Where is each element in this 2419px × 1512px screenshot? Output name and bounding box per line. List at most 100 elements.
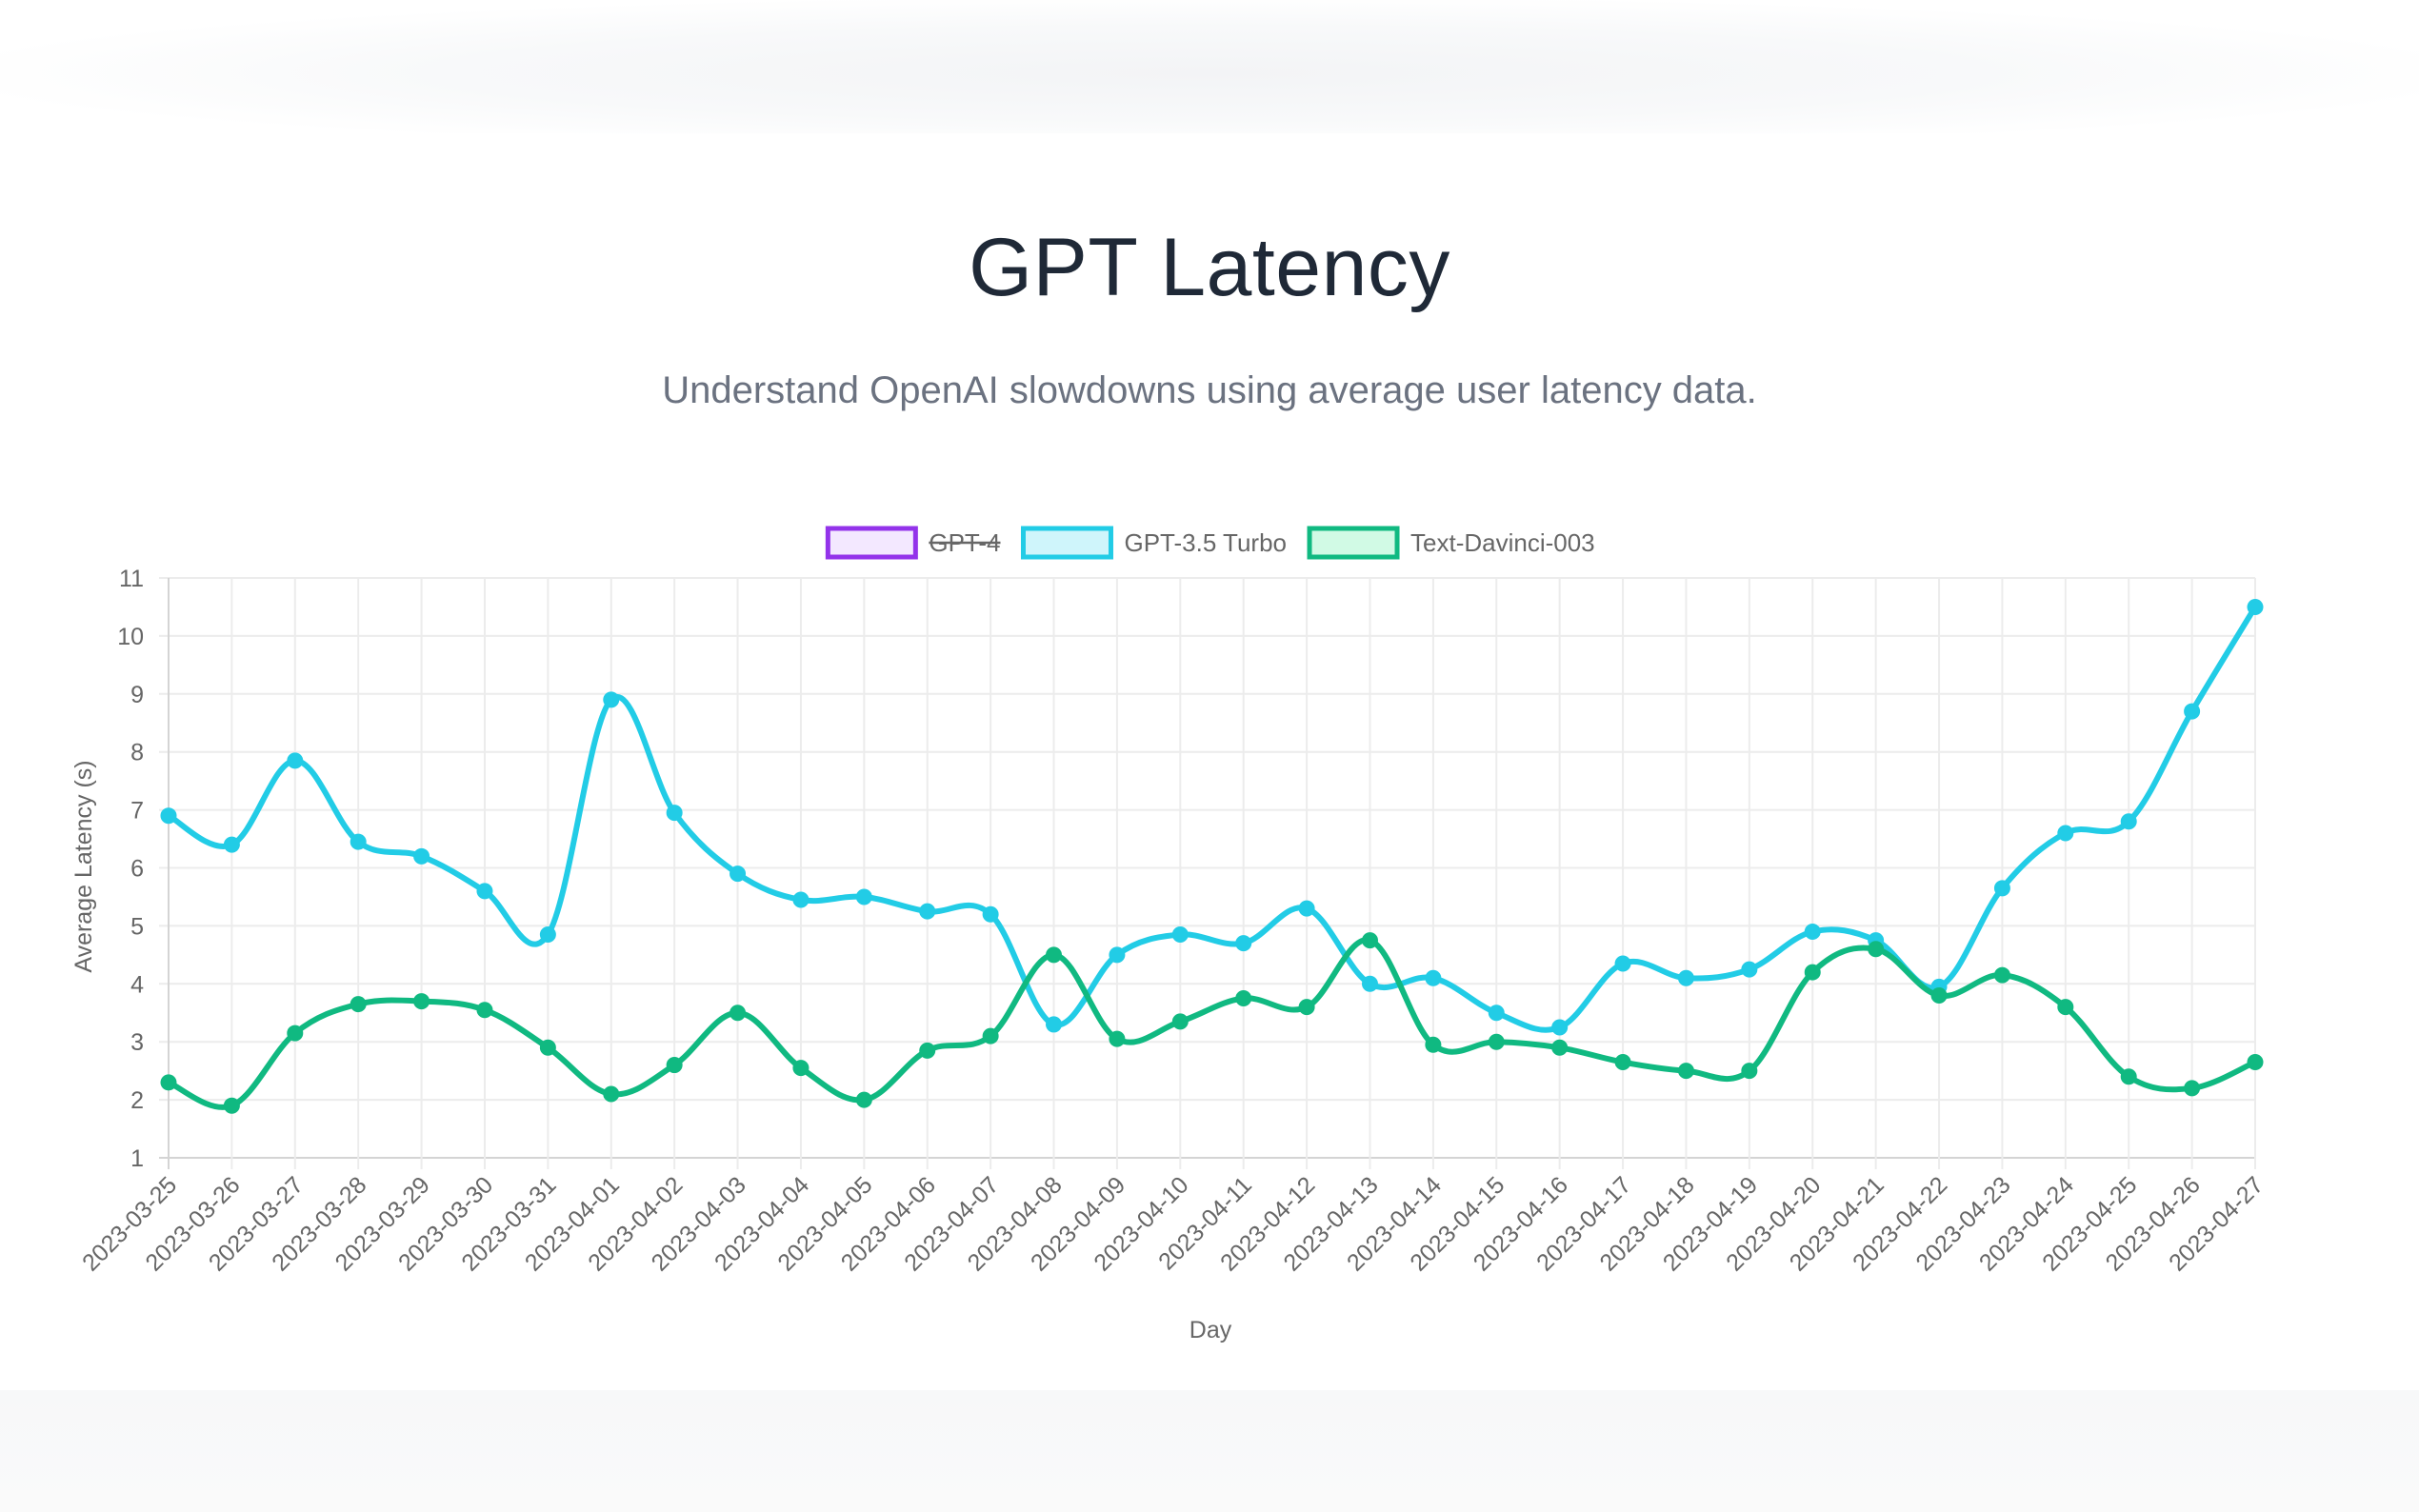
data-point[interactable] <box>1361 932 1378 949</box>
data-point[interactable] <box>160 1074 177 1091</box>
data-point[interactable] <box>1171 1013 1189 1030</box>
data-point[interactable] <box>160 807 177 825</box>
series-line <box>166 937 2258 1110</box>
legend-label: Text-Davinci-003 <box>1410 528 1595 557</box>
y-tick-label: 6 <box>130 856 144 883</box>
x-axis-label: Day <box>1190 1317 1232 1343</box>
y-tick-label: 11 <box>119 566 144 592</box>
data-point[interactable] <box>2120 813 2137 830</box>
data-point[interactable] <box>1677 969 1694 986</box>
data-point[interactable] <box>2247 1054 2264 1071</box>
data-point[interactable] <box>1298 999 1315 1016</box>
data-point[interactable] <box>1488 1033 1505 1050</box>
legend-item-text-davinci-003[interactable]: Text-Davinci-003 <box>1307 526 1595 560</box>
y-tick-label: 8 <box>130 740 144 766</box>
series-gpt-3-5-turbo <box>160 598 2264 1036</box>
data-point[interactable] <box>1488 1005 1505 1022</box>
data-point[interactable] <box>792 1060 810 1077</box>
data-point[interactable] <box>2184 703 2201 720</box>
y-tick-label: 7 <box>130 798 144 825</box>
y-tick-label: 9 <box>130 682 144 708</box>
data-point[interactable] <box>1804 964 1821 981</box>
data-point[interactable] <box>666 805 683 822</box>
grid <box>159 577 2256 1169</box>
y-tick-label: 3 <box>130 1029 144 1056</box>
data-point[interactable] <box>1298 900 1315 917</box>
y-tick-label: 5 <box>130 913 144 940</box>
data-point[interactable] <box>413 993 430 1010</box>
data-point[interactable] <box>476 883 493 900</box>
series-text-davinci-003 <box>160 932 2264 1114</box>
data-point[interactable] <box>287 752 304 769</box>
data-point[interactable] <box>1235 935 1252 952</box>
data-point[interactable] <box>223 836 240 853</box>
data-point[interactable] <box>1046 1016 1063 1033</box>
bottom-shadow <box>0 1390 2419 1512</box>
data-point[interactable] <box>1677 1063 1694 1080</box>
data-point[interactable] <box>1425 1036 1442 1053</box>
data-point[interactable] <box>919 903 936 920</box>
data-point[interactable] <box>1171 926 1189 944</box>
data-point[interactable] <box>855 1091 872 1108</box>
data-point[interactable] <box>413 847 430 865</box>
data-point[interactable] <box>603 1085 620 1103</box>
data-point[interactable] <box>730 865 747 883</box>
legend-swatch <box>825 526 918 560</box>
data-point[interactable] <box>539 926 556 944</box>
y-tick-label: 10 <box>117 624 144 650</box>
data-point[interactable] <box>2057 825 2074 842</box>
legend-item-gpt-4[interactable]: GPT-4 <box>825 526 1001 560</box>
series <box>160 598 2264 1114</box>
data-point[interactable] <box>1993 966 2010 984</box>
data-point[interactable] <box>1551 1019 1569 1036</box>
data-point[interactable] <box>603 691 620 708</box>
data-point[interactable] <box>350 833 367 850</box>
data-point[interactable] <box>223 1097 240 1114</box>
data-point[interactable] <box>982 1027 999 1044</box>
page-title: GPT Latency <box>969 222 1450 313</box>
page-subtitle: Understand OpenAI slowdowns using averag… <box>662 369 1757 411</box>
data-point[interactable] <box>350 996 367 1013</box>
legend-item-gpt-3-5-turbo[interactable]: GPT-3.5 Turbo <box>1020 526 1287 560</box>
data-point[interactable] <box>855 888 872 905</box>
data-point[interactable] <box>1741 1063 1758 1080</box>
data-point[interactable] <box>1614 955 1631 972</box>
top-shadow <box>0 0 2419 133</box>
legend-swatch <box>1020 526 1113 560</box>
data-point[interactable] <box>919 1042 936 1059</box>
data-point[interactable] <box>1614 1054 1631 1071</box>
data-point[interactable] <box>792 891 810 908</box>
data-point[interactable] <box>476 1002 493 1019</box>
data-point[interactable] <box>982 905 999 923</box>
y-tick-label: 2 <box>130 1087 144 1114</box>
y-tick-label: 4 <box>130 971 144 998</box>
y-axis-label: Average Latency (s) <box>70 760 97 972</box>
data-point[interactable] <box>1361 975 1378 992</box>
data-point[interactable] <box>1930 986 1948 1004</box>
data-point[interactable] <box>1993 880 2010 897</box>
data-point[interactable] <box>2057 999 2074 1016</box>
data-point[interactable] <box>1109 1030 1126 1047</box>
data-point[interactable] <box>2120 1068 2137 1085</box>
data-point[interactable] <box>539 1039 556 1056</box>
data-point[interactable] <box>1109 946 1126 964</box>
legend: GPT-4 GPT-3.5 Turbo Text-Davinci-003 <box>825 526 1595 560</box>
data-point[interactable] <box>287 1025 304 1042</box>
legend-swatch <box>1307 526 1400 560</box>
data-point[interactable] <box>1804 923 1821 940</box>
data-point[interactable] <box>730 1005 747 1022</box>
data-point[interactable] <box>1868 941 1885 958</box>
data-point[interactable] <box>2247 598 2264 615</box>
series-line <box>166 604 2258 1033</box>
data-point[interactable] <box>1046 946 1063 964</box>
legend-label: GPT-3.5 Turbo <box>1124 528 1287 557</box>
y-tick-label: 1 <box>130 1145 144 1172</box>
data-point[interactable] <box>2184 1080 2201 1097</box>
data-point[interactable] <box>1235 990 1252 1007</box>
data-point[interactable] <box>1551 1039 1569 1056</box>
data-point[interactable] <box>1741 961 1758 978</box>
data-point[interactable] <box>1425 969 1442 986</box>
data-point[interactable] <box>666 1057 683 1074</box>
